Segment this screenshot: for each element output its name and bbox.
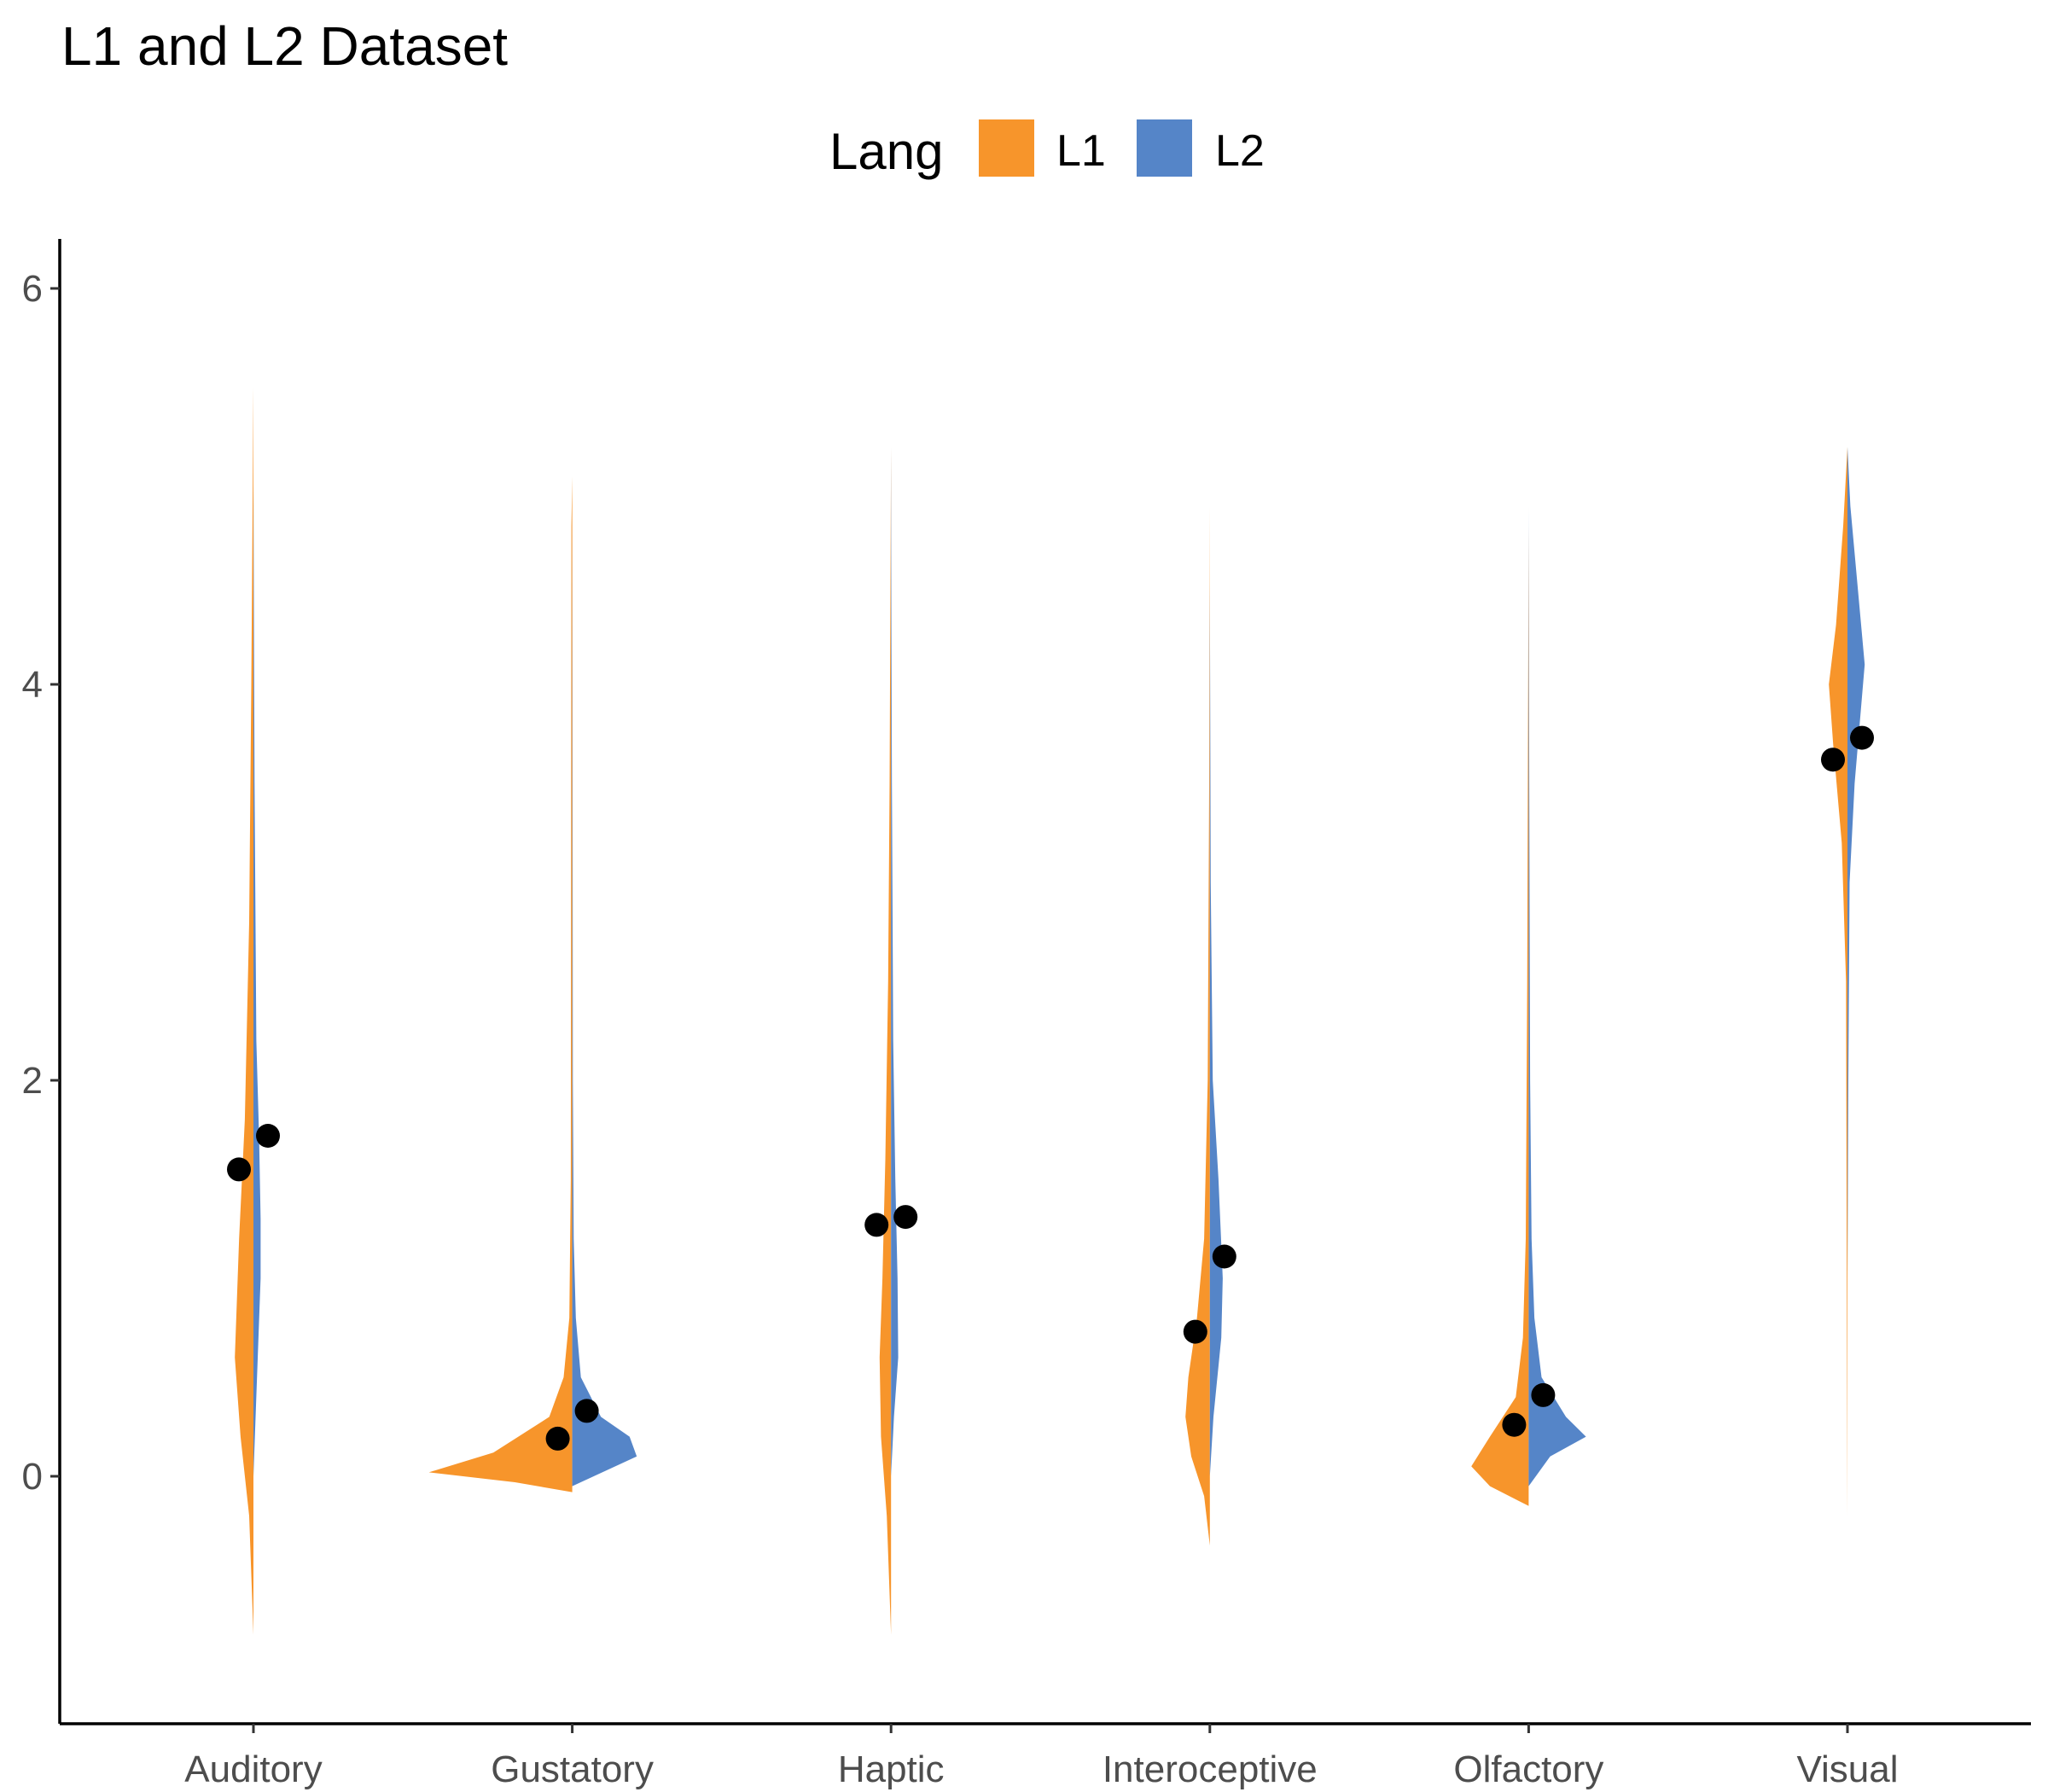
- mean-point-l1-auditory: [227, 1157, 251, 1182]
- mean-point-l2-haptic: [893, 1205, 918, 1230]
- violin-l2-haptic: [891, 446, 899, 1476]
- mean-point-l1-gustatory: [545, 1426, 570, 1451]
- x-tick-label-gustatory: Gustatory: [491, 1748, 654, 1790]
- legend: Lang L1 L2: [829, 119, 1265, 180]
- violin-l1-haptic: [879, 446, 892, 1635]
- legend-title: Lang: [829, 123, 943, 180]
- x-tick-label-interoceptive: Interoceptive: [1103, 1748, 1318, 1790]
- axes: 0 2 4 6 Auditory Gustatory Haptic Interoceptiv…: [22, 239, 2031, 1790]
- violin-l1-olfactory: [1471, 526, 1529, 1506]
- x-tick-label-haptic: Haptic: [838, 1748, 945, 1790]
- mean-point-l2-visual: [1850, 725, 1874, 750]
- y-tick-label: 6: [22, 268, 43, 310]
- violin-layer: [235, 387, 1865, 1635]
- violin-l2-gustatory: [572, 506, 637, 1487]
- mean-point-l1-haptic: [864, 1213, 889, 1237]
- x-tick-label-visual: Visual: [1796, 1748, 1898, 1790]
- mean-point-l2-gustatory: [574, 1399, 599, 1423]
- mean-points-layer: [227, 725, 1874, 1451]
- violin-l2-interoceptive: [1209, 585, 1223, 1476]
- violin-l1-visual: [1829, 446, 1847, 1516]
- mean-point-l1-olfactory: [1502, 1412, 1527, 1437]
- violin-l2-visual: [1847, 446, 1865, 1278]
- violin-l2-auditory: [253, 486, 261, 1476]
- violin-l1-auditory: [235, 387, 253, 1635]
- y-tick-label: 0: [22, 1456, 43, 1498]
- mean-point-l2-auditory: [256, 1124, 280, 1148]
- y-tick-label: 2: [22, 1060, 43, 1102]
- legend-swatch-l2: [1137, 119, 1192, 177]
- violin-l1-interoceptive: [1185, 506, 1210, 1546]
- y-tick-label: 4: [22, 664, 43, 706]
- x-tick-label-olfactory: Olfactory: [1453, 1748, 1603, 1790]
- mean-point-l2-olfactory: [1531, 1382, 1556, 1407]
- legend-label-l1: L1: [1056, 126, 1106, 176]
- mean-point-l1-interoceptive: [1183, 1319, 1207, 1344]
- violin-l2-olfactory: [1528, 506, 1586, 1487]
- chart-title: L1 and L2 Dataset: [61, 15, 508, 77]
- mean-point-l1-visual: [1821, 748, 1845, 772]
- x-tick-label-auditory: Auditory: [184, 1748, 322, 1790]
- y-ticks: 0 2 4 6: [22, 268, 60, 1498]
- mean-point-l2-interoceptive: [1212, 1244, 1236, 1269]
- legend-swatch-l1: [979, 119, 1034, 177]
- violin-l1-gustatory: [428, 476, 573, 1492]
- x-ticks: Auditory Gustatory Haptic Interoceptive Olfa…: [184, 1724, 1899, 1790]
- legend-label-l2: L2: [1215, 126, 1265, 176]
